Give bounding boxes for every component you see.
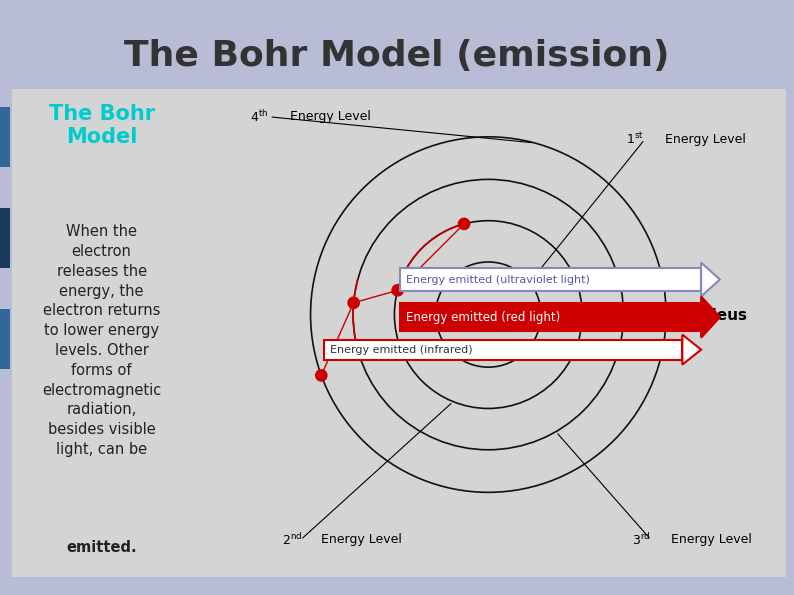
Text: $1^{\mathrm{st}}$: $1^{\mathrm{st}}$	[626, 131, 644, 147]
Text: Energy emitted (red light): Energy emitted (red light)	[407, 311, 561, 324]
Circle shape	[316, 369, 327, 381]
Text: Energy Level: Energy Level	[667, 533, 752, 546]
Circle shape	[458, 218, 469, 230]
Bar	[400, 268, 701, 291]
Text: When the
electron
releases the
energy, the
electron returns
to lower energy
leve: When the electron releases the energy, t…	[42, 224, 161, 457]
Text: emitted.: emitted.	[67, 540, 137, 555]
Text: Energy Level: Energy Level	[286, 110, 370, 123]
Bar	[400, 303, 701, 331]
Circle shape	[392, 284, 403, 296]
Text: Energy Level: Energy Level	[661, 133, 746, 146]
Text: Energy emitted (ultraviolet light): Energy emitted (ultraviolet light)	[407, 274, 590, 284]
Circle shape	[348, 297, 359, 308]
Text: $3^{\mathrm{rd}}$: $3^{\mathrm{rd}}$	[632, 532, 651, 548]
Polygon shape	[701, 296, 720, 338]
Text: The Bohr Model (emission): The Bohr Model (emission)	[124, 39, 670, 73]
Polygon shape	[682, 334, 701, 365]
Text: Energy Level: Energy Level	[317, 533, 402, 546]
Ellipse shape	[475, 303, 502, 326]
Text: $4^{\mathrm{th}}$: $4^{\mathrm{th}}$	[250, 109, 268, 125]
Text: Nucleus: Nucleus	[680, 308, 748, 323]
Text: The Bohr
Model: The Bohr Model	[48, 104, 155, 147]
Text: Energy emitted (infrared): Energy emitted (infrared)	[330, 345, 472, 355]
Polygon shape	[701, 262, 720, 296]
Text: $2^{\mathrm{nd}}$: $2^{\mathrm{nd}}$	[282, 532, 303, 548]
Bar	[324, 340, 682, 359]
